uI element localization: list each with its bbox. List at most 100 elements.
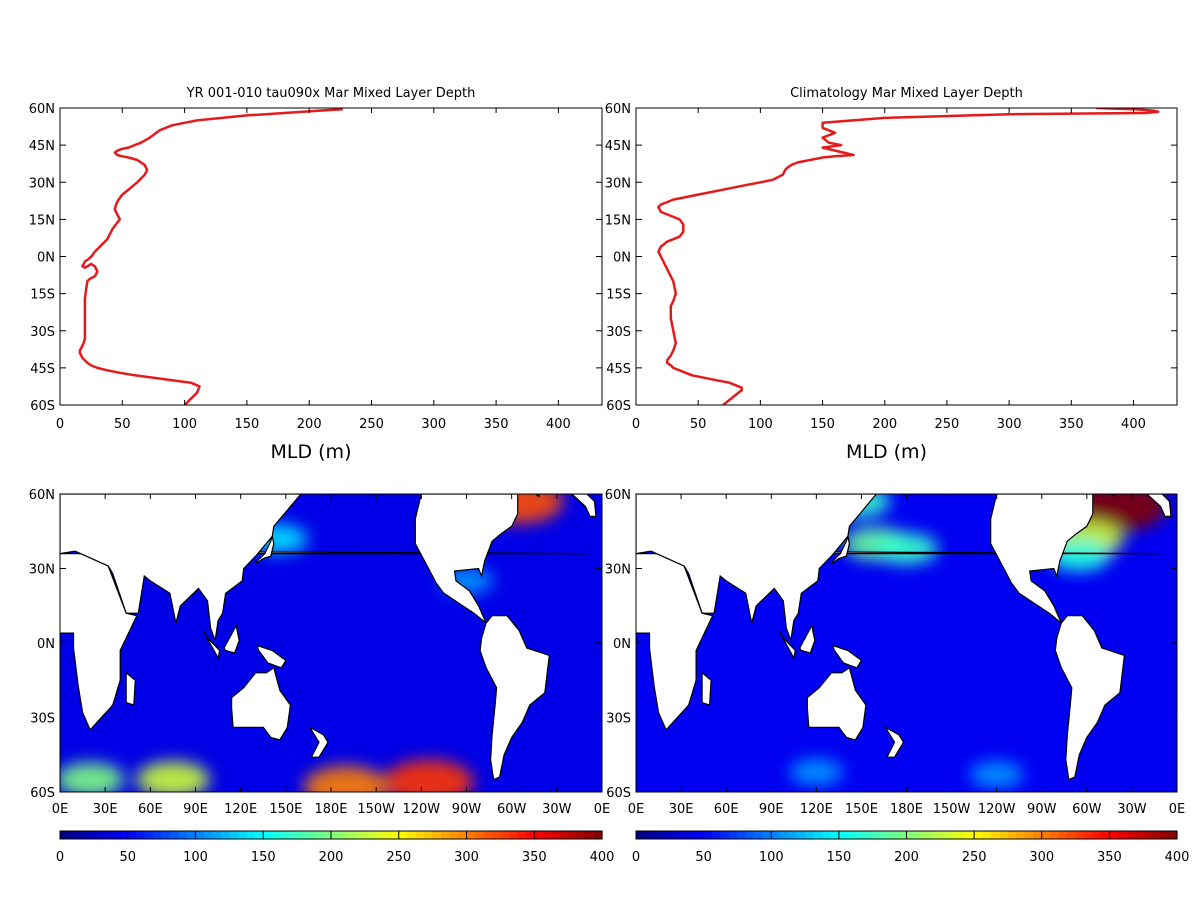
x-axis-label: MLD (m) (846, 441, 927, 463)
colorbar-segment (347, 831, 358, 839)
colorbar-tick-label: 200 (319, 850, 344, 865)
colorbar-segment (551, 831, 561, 839)
colorbar-segment (195, 831, 205, 839)
colorbar-segment (881, 831, 891, 839)
map-x-tick-label: 30E (669, 802, 694, 817)
map-x-tick-label: 30E (93, 802, 118, 817)
colorbar-segment (720, 831, 730, 839)
colorbar-segment (661, 831, 671, 839)
colorbar-tick-label: 0 (632, 850, 640, 865)
colorbar-segment (542, 831, 552, 839)
map-x-tick-label: 0E (594, 802, 611, 817)
map-x-tick-label: 150W (357, 802, 395, 817)
x-tick-label: 200 (872, 417, 897, 432)
map-field (636, 494, 1177, 792)
colorbar-segment (737, 831, 747, 839)
colorbar-segment (864, 831, 874, 839)
colorbar-segment (153, 831, 163, 839)
land-mass (125, 671, 136, 706)
map-y-tick-label: 30N (605, 563, 631, 578)
colorbar-segment (144, 831, 154, 839)
colorbar-tick-label: 100 (183, 850, 208, 865)
colorbar-segment (898, 831, 908, 839)
colorbar-tick-label: 350 (1097, 850, 1122, 865)
colorbar-segment (1041, 831, 1051, 839)
land-mass (806, 666, 867, 741)
colorbar-tick-label: 150 (251, 850, 276, 865)
y-tick-label: 30N (605, 176, 631, 191)
colorbar-segment (322, 831, 332, 839)
colorbar-segment (940, 831, 950, 839)
colorbar-segment (991, 831, 1001, 839)
colorbar-segment (178, 831, 188, 839)
x-tick-label: 350 (484, 417, 509, 432)
colorbar-segment (466, 831, 476, 839)
colorbar-segment (314, 831, 324, 839)
land-mass (256, 644, 287, 669)
colorbar-segment (127, 831, 137, 839)
map-x-tick-label: 0E (628, 802, 645, 817)
map-x-tick-label: 180E (314, 802, 347, 817)
colorbar-segment (220, 831, 230, 839)
land-mass (231, 666, 292, 741)
colorbar-segment (390, 831, 400, 839)
y-tick-label: 15N (29, 213, 55, 228)
colorbar-segment (246, 831, 256, 839)
map-y-tick-label: 60N (605, 488, 631, 503)
colorbar-segment (838, 831, 848, 839)
mld-feature (303, 765, 389, 792)
colorbar-tick-label: 100 (759, 850, 784, 865)
chart-title: Climatology Mar Mixed Layer Depth (790, 86, 1023, 101)
colorbar-segment (762, 831, 772, 839)
colorbar-segment (872, 831, 882, 839)
colorbar-segment (102, 831, 112, 839)
y-tick-label: 60N (605, 102, 631, 117)
x-tick-label: 0 (56, 417, 64, 432)
colorbar-segment (170, 831, 180, 839)
x-tick-label: 250 (359, 417, 384, 432)
colorbar-segment (483, 831, 493, 839)
y-tick-label: 0N (37, 251, 55, 266)
colorbar-segment (449, 831, 459, 839)
x-tick-label: 400 (1121, 417, 1146, 432)
colorbar-segment (805, 831, 815, 839)
mld-feature (60, 762, 125, 792)
colorbar-segment (830, 831, 840, 839)
map-x-tick-label: 60E (138, 802, 163, 817)
colorbar-segment (585, 831, 595, 839)
colorbar-segment (1024, 831, 1034, 839)
colorbar-segment (1126, 831, 1136, 839)
x-tick-label: 100 (748, 417, 773, 432)
colorbar-segment (568, 831, 578, 839)
colorbar-segment (1084, 831, 1094, 839)
land-mass (830, 536, 851, 565)
colorbar-tick-label: 350 (522, 850, 547, 865)
map-panel-1: 0E 30E 60E 90E 120E 150E 180E 150W 120W 90W 60W 30W… (29, 488, 611, 817)
colorbar-tick-label: 300 (454, 850, 479, 865)
colorbar-tick-label: 50 (119, 850, 136, 865)
x-tick-label: 150 (810, 417, 835, 432)
colorbar-segment (754, 831, 764, 839)
y-tick-label: 30N (29, 176, 55, 191)
colorbar-segment (534, 831, 544, 839)
land-mass (1146, 494, 1172, 517)
colorbar-segment (1151, 831, 1161, 839)
colorbar-segment (948, 831, 958, 839)
colorbar-segment (119, 831, 129, 839)
x-tick-label: 200 (297, 417, 322, 432)
map-y-tick-label: 60S (606, 786, 631, 801)
colorbar-segment (652, 831, 662, 839)
colorbar-segment (703, 831, 713, 839)
colorbar-segment (906, 831, 916, 839)
y-tick-label: 45N (29, 139, 55, 154)
series-line (78, 108, 343, 405)
colorbar-segment (686, 831, 696, 839)
land-mass (1109, 494, 1115, 498)
colorbar-segment (356, 831, 366, 839)
colorbar-segment (500, 831, 510, 839)
colorbar-segment (813, 831, 823, 839)
y-tick-label: 45S (30, 362, 55, 377)
colorbar-tick-label: 300 (1029, 850, 1054, 865)
land-mass (308, 725, 329, 758)
